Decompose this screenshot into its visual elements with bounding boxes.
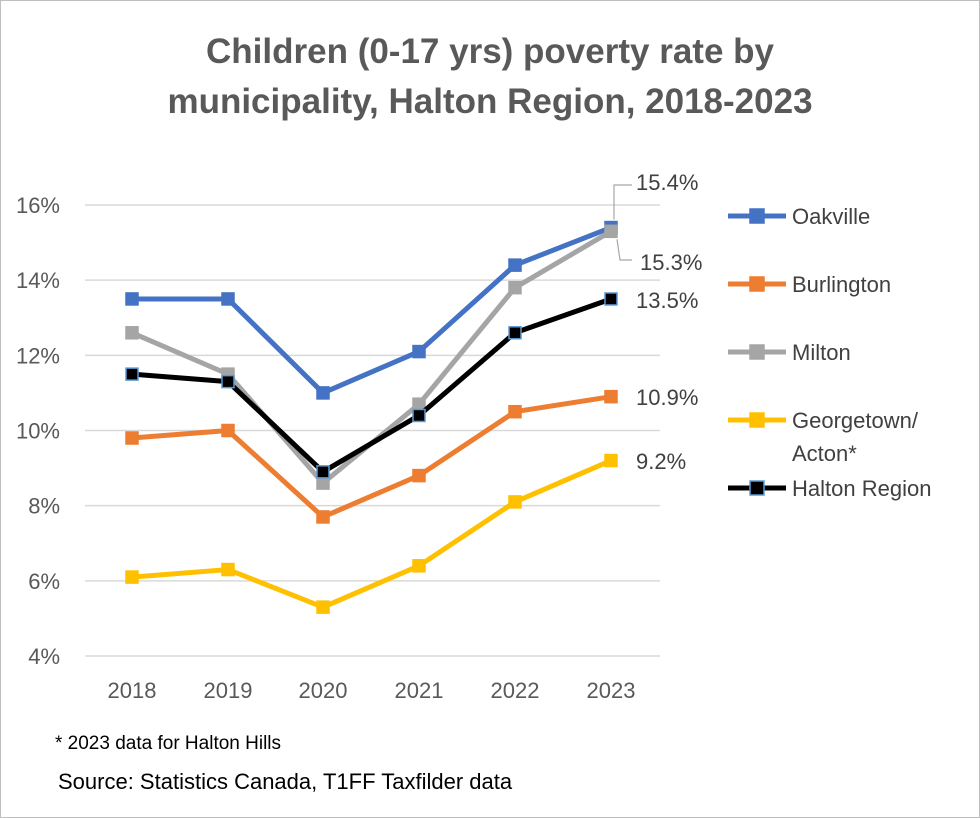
data-label-burlington: 10.9% <box>636 385 698 410</box>
data-label-milton: 15.3% <box>640 250 702 275</box>
y-tick-label: 14% <box>16 268 60 293</box>
data-point-oakville-2021 <box>412 344 426 359</box>
data-label-haltonregion: 13.5% <box>636 288 698 313</box>
legend-label-oakville: Oakville <box>792 204 870 229</box>
legend-label-haltonregion: Halton Region <box>792 476 931 501</box>
legend-label-georgetownacton: Acton* <box>792 441 857 466</box>
series-line-oakville <box>132 225 612 396</box>
series-line-georgetownacton <box>131 458 612 610</box>
chart-title-line-2: municipality, Halton Region, 2018-2023 <box>167 82 812 121</box>
data-point-georgetownacton-2021 <box>412 559 426 573</box>
data-point-oakville-2020 <box>316 386 330 400</box>
data-point-haltonregion-2023 <box>604 292 618 306</box>
data-point-haltonregion-2018 <box>125 367 139 381</box>
data-point-georgetownacton-2023 <box>604 453 618 468</box>
data-label-oakville: 15.4% <box>636 170 698 195</box>
data-point-burlington-2020 <box>316 510 330 524</box>
x-tick-label: 2020 <box>299 678 348 703</box>
legend-swatch-marker <box>749 276 765 292</box>
y-tick-label: 6% <box>28 569 60 594</box>
legend-swatch-marker <box>749 480 765 496</box>
series-line-burlington <box>131 394 612 520</box>
legend-swatch-marker <box>749 344 765 360</box>
data-point-milton-2023 <box>604 224 618 239</box>
data-point-oakville-2022 <box>508 258 522 272</box>
x-tick-label: 2022 <box>491 678 540 703</box>
data-point-burlington-2022 <box>508 404 522 419</box>
data-point-milton-2021 <box>412 397 426 411</box>
y-tick-label: 4% <box>28 644 60 669</box>
legend-label-milton: Milton <box>792 340 851 365</box>
x-tick-label: 2023 <box>587 678 636 703</box>
data-point-burlington-2023 <box>604 389 618 404</box>
data-point-burlington-2018 <box>125 431 139 445</box>
legend-swatch-marker <box>749 412 765 428</box>
data-point-milton-2020 <box>316 476 330 490</box>
data-point-milton-2018 <box>125 326 139 340</box>
data-point-haltonregion-2020 <box>316 465 330 479</box>
data-point-georgetownacton-2019 <box>221 562 235 577</box>
data-label-georgetownacton: 9.2% <box>636 449 686 474</box>
data-point-oakville-2019 <box>221 292 235 306</box>
legend-label-burlington: Burlington <box>792 272 891 297</box>
data-point-burlington-2021 <box>412 468 426 483</box>
data-point-burlington-2019 <box>221 423 235 438</box>
data-point-haltonregion-2021 <box>412 408 426 423</box>
series-line-haltonregion <box>131 296 612 475</box>
data-point-haltonregion-2019 <box>221 374 235 389</box>
y-tick-label: 12% <box>16 343 60 368</box>
chart-title-line-1: Children (0-17 yrs) poverty rate by <box>206 32 774 71</box>
legend-swatch-marker <box>749 208 765 224</box>
data-point-milton-2022 <box>508 280 522 295</box>
y-tick-label: 16% <box>16 193 60 218</box>
source-note: Source: Statistics Canada, T1FF Taxfilde… <box>58 769 513 794</box>
data-point-georgetownacton-2018 <box>125 570 139 584</box>
data-point-georgetownacton-2022 <box>508 495 522 509</box>
leader-line <box>616 239 632 261</box>
y-tick-label: 10% <box>16 419 60 444</box>
data-point-georgetownacton-2020 <box>316 600 330 614</box>
footnote: * 2023 data for Halton Hills <box>55 733 282 754</box>
data-point-oakville-2018 <box>125 292 139 306</box>
data-point-haltonregion-2022 <box>508 326 522 340</box>
legend-label-georgetownacton: Georgetown/ <box>792 408 919 433</box>
y-tick-label: 8% <box>28 494 60 519</box>
x-tick-label: 2018 <box>108 678 157 703</box>
leader-line <box>613 184 632 220</box>
x-tick-label: 2019 <box>204 678 253 703</box>
x-tick-label: 2021 <box>395 678 444 703</box>
